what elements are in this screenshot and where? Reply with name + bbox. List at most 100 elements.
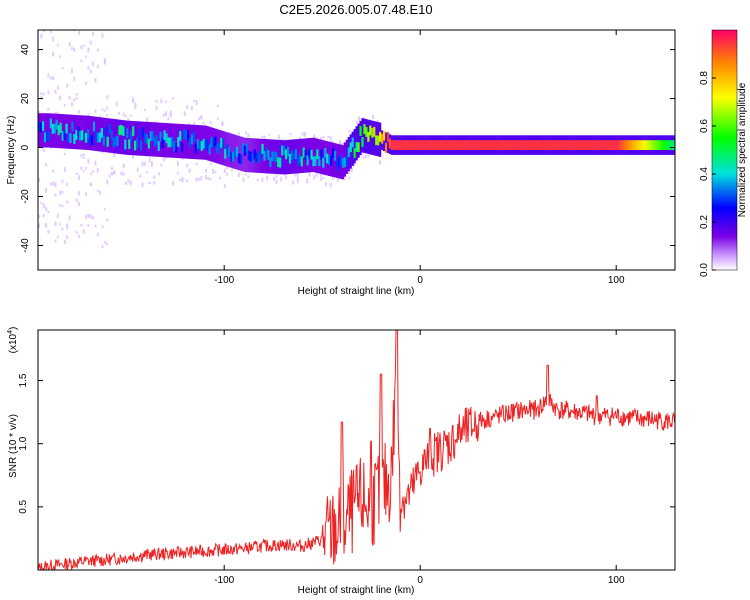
spectrogram-noise-cell	[96, 233, 99, 237]
spectrogram-ridge-cell	[335, 161, 339, 171]
spectrogram-ridge-cell	[377, 135, 380, 146]
spectrogram-noise-cell	[94, 109, 97, 113]
spectrogram-y-tick-label: 0	[20, 144, 31, 150]
spectrogram-band-cell	[241, 137, 245, 172]
spectrogram-band-cell	[363, 118, 366, 153]
spectrogram-band-cell	[300, 138, 303, 174]
spectrogram-noise-cell	[327, 135, 330, 139]
spectrogram-ridge-cell	[253, 149, 256, 160]
spectrogram-noise-cell	[200, 115, 203, 120]
spectrogram-noise-cell	[266, 175, 269, 181]
spectrogram-ridge-cell	[388, 138, 392, 149]
spectrogram-band-cell	[324, 140, 327, 175]
spectrogram-ridge-cell	[616, 140, 619, 150]
spectrogram-noise-cell	[207, 177, 210, 180]
spectrogram-ridge-cell	[604, 140, 607, 150]
spectrogram-noise-cell	[92, 216, 95, 220]
spectrogram-ridge-cell	[98, 132, 101, 143]
spectrogram-ridge-cell	[569, 140, 572, 150]
spectrogram-ridge-cell	[322, 157, 325, 168]
spectrogram-band-cell	[157, 122, 160, 157]
spectrogram-ridge-cell	[473, 140, 476, 150]
spectrogram-y-tick-label: -20	[20, 189, 31, 204]
spectrogram-ridge-cell	[271, 151, 274, 162]
snr-series-line	[38, 330, 675, 570]
spectrogram-noise-cell	[134, 105, 137, 110]
spectrogram-ridge-cell	[108, 123, 111, 134]
spectrogram-ridge-cell	[667, 140, 670, 150]
spectrogram-noise-cell	[212, 169, 215, 174]
spectrogram-noise-cell	[52, 181, 55, 186]
spectrogram-noise-cell	[273, 176, 276, 181]
spectrogram-noise-cell	[219, 176, 222, 180]
spectrogram-ridge-cell	[649, 140, 652, 150]
spectrogram-ridge-cell	[522, 140, 525, 150]
spectrogram-noise-cell	[52, 36, 55, 42]
spectrogram-noise-cell	[127, 179, 130, 183]
spectrogram-ridge-cell	[565, 140, 568, 150]
spectrogram-band-cell	[88, 115, 92, 151]
spectrogram-ridge-cell	[665, 140, 668, 150]
spectrogram-ridge-cell	[467, 140, 470, 150]
spectrogram-noise-cell	[96, 167, 99, 173]
spectrogram-noise-cell	[355, 120, 358, 124]
spectrogram-ridge-cell	[590, 140, 593, 150]
spectrogram-ridge-cell	[347, 147, 350, 158]
spectrogram-band-cell	[306, 138, 309, 173]
spectrogram-ridge-cell	[194, 143, 197, 154]
spectrogram-band-cell	[71, 114, 74, 150]
spectrogram-noise-cell	[85, 55, 88, 58]
spectrogram-noise-cell	[143, 108, 146, 112]
spectrogram-ridge-cell	[629, 140, 633, 150]
spectrogram-ridge-cell	[63, 130, 66, 140]
spectrogram-band-cell	[102, 117, 105, 152]
spectrogram-band-cell	[237, 135, 241, 171]
spectrogram-ridge-cell	[381, 133, 384, 144]
spectrogram-ridge-cell	[398, 140, 401, 150]
spectrogram-ridge-cell	[371, 127, 374, 138]
spectrogram-band-cell	[312, 137, 315, 173]
spectrogram-noise-cell	[132, 97, 135, 102]
spectrogram-noise-cell	[343, 175, 346, 181]
spectrogram-ridge-cell	[627, 140, 631, 150]
spectrogram-noise-cell	[193, 99, 196, 102]
spectrogram-noise-cell	[313, 175, 316, 180]
spectrogram-noise-cell	[320, 136, 323, 142]
spectrogram-noise-cell	[165, 156, 168, 160]
spectrogram-ridge-cell	[273, 151, 276, 162]
spectrogram-noise-cell	[59, 95, 62, 101]
spectrogram-band-cell	[43, 113, 47, 148]
spectrogram-noise-cell	[82, 229, 85, 234]
spectrogram-ridge-cell	[555, 140, 558, 150]
spectrogram-noise-cell	[52, 169, 55, 173]
spectrogram-noise-cell	[73, 76, 76, 82]
spectrogram-ridge-cell	[179, 130, 182, 141]
spectrogram-ridge-cell	[167, 137, 170, 148]
spectrogram-noise-cell	[75, 172, 78, 176]
spectrogram-noise-cell	[256, 178, 259, 182]
spectrogram-band-cell	[108, 118, 111, 153]
spectrogram-noise-cell	[169, 113, 172, 118]
spectrogram-ridge-cell	[496, 140, 499, 150]
spectrogram-ridge-cell	[265, 147, 268, 158]
spectrogram-ridge-cell	[477, 140, 480, 150]
spectrogram-ridge-cell	[600, 140, 603, 150]
spectrogram-ridge-cell	[149, 131, 152, 142]
spectrogram-ridge-cell	[502, 140, 505, 150]
spectrogram-noise-cell	[110, 172, 113, 176]
spectrogram-noise-cell	[61, 205, 64, 208]
spectrogram-ridge-cell	[69, 133, 72, 144]
spectrogram-ridge-cell	[51, 124, 54, 134]
spectrogram-ridge-cell	[506, 140, 509, 150]
spectrogram-ridge-cell	[663, 140, 666, 150]
spectrogram-ridge-cell	[75, 130, 78, 140]
spectrogram-band-cell	[92, 116, 96, 151]
spectrogram-ridge-cell	[479, 140, 482, 150]
spectrogram-ridge-cell	[59, 122, 62, 133]
spectrogram-noise-cell	[160, 98, 163, 104]
spectrogram-ridge-cell	[192, 131, 196, 142]
spectrogram-ridge-cell	[643, 140, 646, 150]
spectrogram-noise-cell	[190, 105, 193, 111]
spectrogram-ridge-cell	[137, 129, 141, 140]
spectrogram-ridge-cell	[373, 126, 376, 137]
